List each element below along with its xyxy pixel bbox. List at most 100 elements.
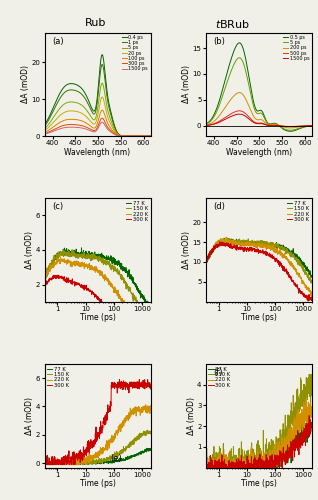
220 K: [91, 452, 94, 458]
220 K: [140, 316, 144, 322]
77 K: [105, 460, 109, 466]
150 K: [43, 273, 46, 279]
20 ps: [119, 133, 123, 139]
77 K: [310, 274, 314, 280]
1 ps: [85, 98, 88, 104]
300 K: [114, 382, 117, 388]
20 ps: [77, 109, 81, 115]
77 K: [231, 458, 235, 464]
Line: 150 K: 150 K: [206, 374, 312, 470]
77 K: [274, 466, 278, 472]
Line: 150 K: 150 K: [45, 430, 150, 464]
0.5 ps: [238, 40, 241, 46]
100 ps: [85, 120, 88, 126]
0.5 ps: [204, 121, 208, 127]
200 ps: [246, 101, 250, 107]
Y-axis label: ΔA (mOD): ΔA (mOD): [25, 396, 34, 434]
77 K: [204, 466, 208, 472]
300 K: [307, 412, 311, 418]
77 K: [275, 240, 279, 246]
Line: 0.5 ps: 0.5 ps: [206, 43, 312, 132]
150 K: [310, 280, 314, 286]
220 K: [266, 466, 270, 472]
150 K: [70, 460, 74, 466]
1500 ps: [310, 122, 314, 128]
5 ps: [310, 123, 314, 129]
220 K: [223, 238, 226, 244]
150 K: [123, 278, 127, 284]
220 K: [114, 431, 117, 437]
20 ps: [100, 94, 104, 100]
1 ps: [110, 114, 114, 120]
1500 ps: [85, 126, 88, 132]
Line: 300 K: 300 K: [45, 275, 150, 320]
300 ps: [55, 125, 59, 131]
0.5 ps: [310, 123, 314, 129]
220 K: [275, 248, 279, 254]
300 ps: [85, 124, 88, 130]
77 K: [123, 268, 127, 274]
1 ps: [77, 89, 81, 95]
Line: 300 K: 300 K: [206, 416, 312, 470]
Line: 1500 ps: 1500 ps: [45, 122, 150, 136]
300 ps: [120, 133, 124, 139]
150 K: [275, 242, 279, 248]
77 K: [43, 460, 46, 466]
150 K: [62, 247, 66, 253]
220 K: [224, 234, 228, 240]
Line: 0.4 ps: 0.4 ps: [45, 54, 150, 136]
150 K: [204, 260, 208, 266]
77 K: [43, 274, 46, 280]
300 K: [274, 462, 278, 468]
Text: (e): (e): [110, 454, 122, 464]
150 K: [91, 257, 94, 263]
77 K: [204, 261, 208, 267]
5 ps: [110, 119, 114, 125]
1500 ps: [43, 131, 46, 137]
Line: 1 ps: 1 ps: [45, 64, 150, 136]
220 K: [309, 294, 313, 300]
0.5 ps: [246, 68, 250, 74]
5 ps: [246, 78, 250, 84]
150 K: [223, 239, 226, 245]
150 K: [149, 430, 152, 436]
77 K: [70, 250, 74, 256]
300 K: [105, 307, 109, 313]
220 K: [149, 402, 152, 408]
300 K: [91, 290, 94, 296]
20 ps: [149, 133, 152, 139]
150 K: [252, 238, 256, 244]
Text: $t$BRub: $t$BRub: [215, 18, 250, 29]
X-axis label: Time (ps): Time (ps): [80, 314, 115, 322]
0.4 ps: [120, 133, 124, 139]
1500 ps: [280, 123, 284, 129]
Line: 77 K: 77 K: [45, 448, 150, 464]
Line: 77 K: 77 K: [206, 238, 312, 278]
77 K: [309, 274, 313, 280]
300 K: [70, 462, 74, 468]
220 K: [123, 302, 127, 308]
X-axis label: Wavelength (nm): Wavelength (nm): [65, 148, 131, 156]
77 K: [91, 460, 94, 466]
0.5 ps: [281, 126, 285, 132]
220 K: [122, 416, 126, 422]
220 K: [275, 456, 279, 462]
200 ps: [280, 124, 284, 130]
300 K: [114, 312, 117, 318]
300 K: [252, 466, 255, 472]
77 K: [62, 461, 66, 467]
Line: 220 K: 220 K: [206, 237, 312, 297]
1500 ps: [246, 115, 250, 121]
220 K: [43, 276, 46, 281]
500 ps: [271, 122, 274, 128]
5 ps: [149, 133, 152, 139]
Legend: 0.5 ps, 5 ps, 200 ps, 500 ps, 1500 ps: 0.5 ps, 5 ps, 200 ps, 500 ps, 1500 ps: [283, 35, 309, 61]
1 ps: [100, 62, 104, 68]
500 ps: [246, 113, 250, 119]
1500 ps: [281, 123, 285, 129]
1500 ps: [149, 133, 152, 139]
0.4 ps: [110, 112, 114, 117]
220 K: [310, 290, 314, 296]
20 ps: [120, 133, 124, 139]
150 K: [105, 260, 109, 266]
